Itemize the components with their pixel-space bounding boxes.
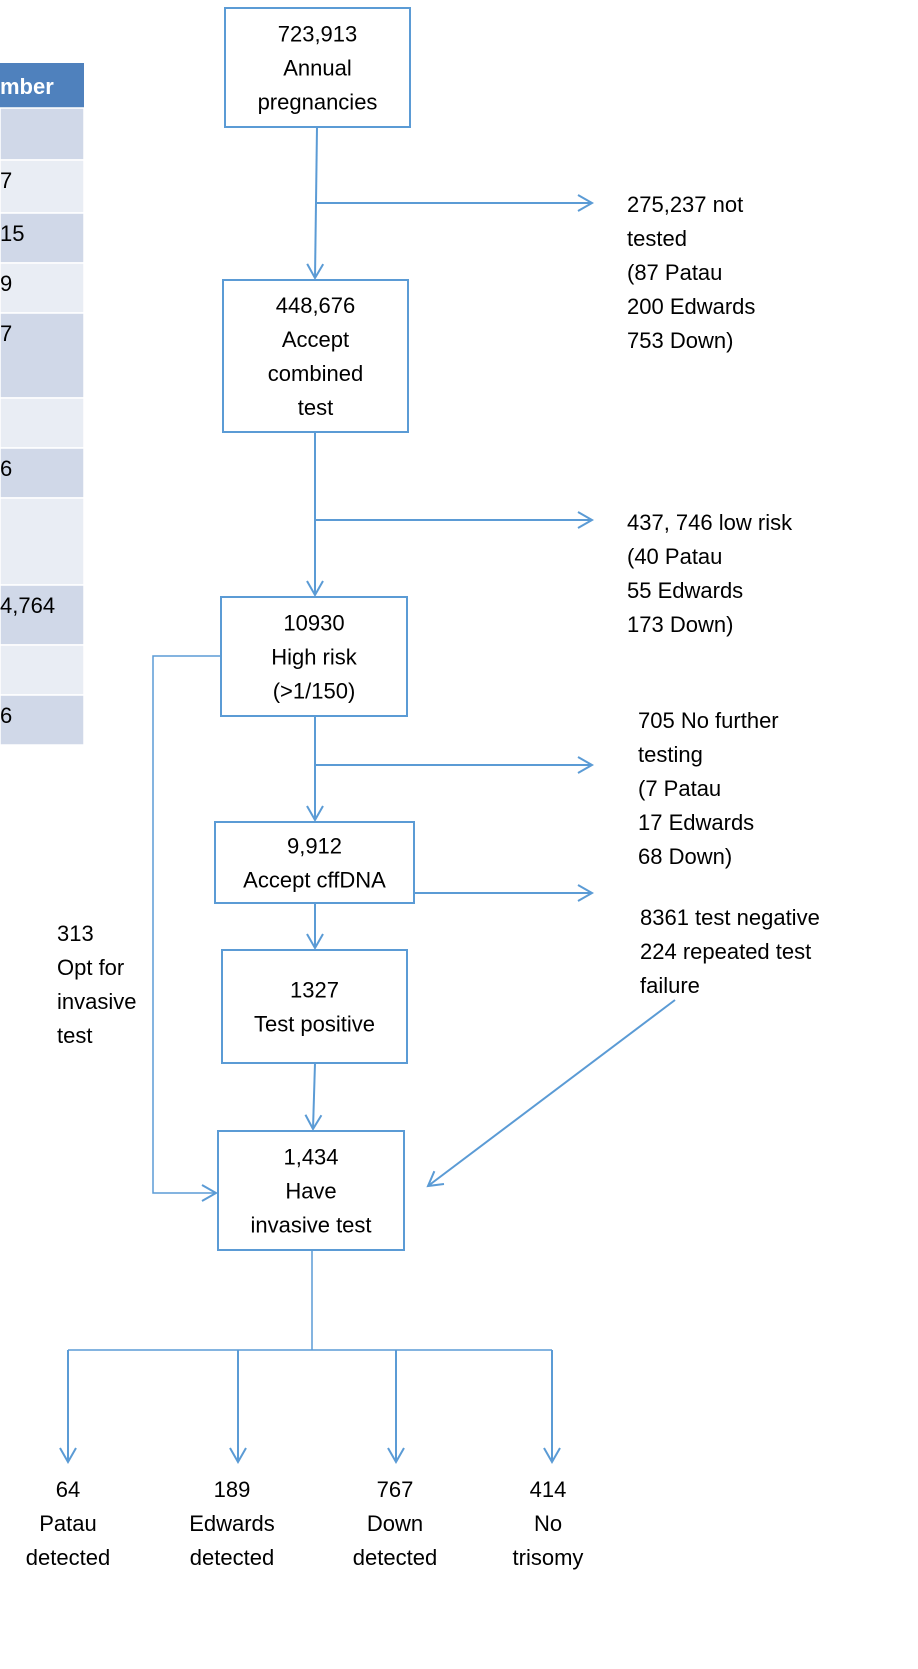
node-text: Have [285,1179,336,1204]
node-text: 1327 [290,978,339,1003]
side-note: 437, 746 low risk [627,510,793,535]
side-note: 17 Edwards [638,810,754,835]
table-row [0,212,85,264]
table-cell: 6 [0,456,12,481]
side-note: invasive [57,989,136,1014]
arrow [304,1062,323,1132]
node-box [214,821,415,904]
side-note: test [57,1023,92,1048]
table-row [0,694,85,746]
side-note: (40 Patau [627,544,722,569]
outcome: detected [26,1545,110,1570]
table-row [0,397,85,449]
side-note: 173 Down) [627,612,733,637]
side-note: tested [627,226,687,251]
outcome: 64 [56,1477,80,1502]
node-box [217,1130,405,1251]
node-text: Test positive [254,1012,375,1037]
side-note: (7 Patau [638,776,721,801]
outcome: 767 [377,1477,414,1502]
node-text: High risk [271,645,358,670]
table-cell: 7 [0,321,12,346]
table-row [0,447,85,499]
outcome: 189 [214,1477,251,1502]
node-text: Accept [282,327,349,352]
node-box [222,279,409,433]
table-row [0,159,85,214]
node-text: invasive test [250,1213,371,1238]
table-cell: 4,764 [0,593,55,618]
node-box [220,596,408,717]
side-note: testing [638,742,703,767]
table-row [0,312,85,399]
table-cell: 9 [0,271,12,296]
outcome: detected [190,1545,274,1570]
arrow [152,655,221,1202]
side-note: 200 Edwards [627,294,755,319]
outcome: Edwards [189,1511,275,1536]
side-note: 8361 test negative [640,905,820,930]
side-note: 753 Down) [627,328,733,353]
table-row [0,644,85,696]
table-header [0,63,84,108]
outcome: Patau [39,1511,97,1536]
connectors [59,126,676,1465]
node-text: combined [268,361,363,386]
node-text: 448,676 [276,293,356,318]
table-row [0,107,85,161]
outcome: trisomy [513,1545,584,1570]
node-box [224,7,411,128]
outcome: 414 [530,1477,567,1502]
side-note: 224 repeated test [640,939,811,964]
table-row [0,584,85,646]
side-note: (87 Patau [627,260,722,285]
outcome: detected [353,1545,437,1570]
table: mber 7 15 9 7 6 4,764 6 [0,63,85,746]
node-text: 10930 [283,611,344,636]
side-note: 313 [57,921,94,946]
node-text: Annual [283,56,352,81]
node-box [221,949,408,1064]
node-text: 723,913 [278,22,358,47]
table-row [0,497,85,586]
arrow [306,126,325,281]
table-cell: 15 [0,221,24,246]
node-text: Accept cffDNA [243,868,386,893]
node-text: (>1/150) [273,679,356,704]
table-cell: 6 [0,703,12,728]
side-note: failure [640,973,700,998]
table-row [0,262,85,314]
node-text: pregnancies [258,90,378,115]
side-note: 275,237 not [627,192,743,217]
node-text: 1,434 [283,1145,338,1170]
header-text: mber [0,74,54,99]
side-note: 705 No further [638,708,779,733]
table-cell: 7 [0,168,12,193]
node-text: test [298,395,333,420]
outcome: No [534,1511,562,1536]
arrow [426,999,676,1188]
node-text: 9,912 [287,834,342,859]
side-note: 55 Edwards [627,578,743,603]
side-note: Opt for [57,955,124,980]
outcome: Down [367,1511,423,1536]
side-note: 68 Down) [638,844,732,869]
